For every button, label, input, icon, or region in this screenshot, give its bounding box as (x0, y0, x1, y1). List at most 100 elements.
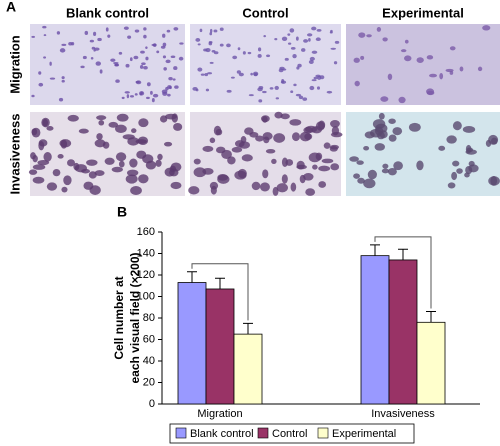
cell (130, 186, 142, 195)
cell (281, 157, 288, 168)
cell (265, 148, 276, 154)
cell (127, 35, 132, 39)
cell (210, 185, 217, 195)
cell (416, 57, 424, 63)
y-axis-label: Cell number at (112, 276, 126, 359)
cell (30, 152, 36, 160)
cell (290, 47, 296, 50)
cell (108, 121, 119, 128)
cell (104, 157, 115, 165)
y-tick-label: 120 (137, 269, 155, 281)
cell (408, 122, 421, 132)
cell (298, 95, 304, 100)
cell (49, 77, 56, 80)
cell (301, 48, 306, 52)
cell (257, 54, 262, 58)
cell (209, 61, 214, 64)
cell (232, 55, 238, 60)
cell (273, 133, 286, 143)
y-tick-label: 60 (143, 333, 155, 345)
cell (303, 39, 309, 43)
cell (89, 39, 95, 43)
cell (309, 85, 315, 91)
cell (296, 164, 307, 170)
cell (125, 174, 138, 184)
cell (311, 26, 317, 31)
significance-bracket (374, 236, 432, 309)
cell (356, 160, 364, 165)
error-bar (370, 244, 380, 256)
cell (38, 71, 42, 75)
cell (115, 79, 120, 83)
cell (178, 56, 184, 61)
cell (299, 131, 312, 142)
cell (78, 128, 89, 134)
bar (360, 255, 390, 405)
cell (38, 140, 45, 151)
cell (452, 121, 462, 131)
cell (468, 160, 475, 167)
significance-bracket (191, 263, 249, 321)
cell (129, 57, 133, 62)
cell (375, 123, 388, 134)
cell (449, 46, 456, 51)
cell (439, 72, 444, 80)
micrograph (30, 24, 185, 105)
cell (295, 36, 299, 41)
cell (315, 121, 325, 131)
cell (28, 169, 38, 175)
cell (115, 152, 127, 162)
cell (426, 88, 435, 95)
cell (156, 50, 160, 54)
cell (282, 68, 287, 71)
cell (465, 144, 472, 154)
cell (151, 97, 155, 103)
y-axis-label: each visual field (×200) (128, 252, 142, 383)
cell (46, 125, 54, 131)
cell (302, 97, 308, 101)
cell (330, 120, 340, 128)
cell (388, 134, 397, 142)
cell (163, 67, 167, 71)
cell (200, 73, 205, 76)
cell (110, 58, 116, 62)
cell (59, 139, 72, 148)
cell (159, 115, 168, 123)
cell (248, 94, 254, 97)
cell (318, 165, 331, 172)
legend-label: Experimental (332, 428, 396, 440)
cell (97, 37, 102, 42)
cell (166, 29, 171, 33)
cell (118, 51, 123, 55)
panel-label: A (6, 0, 16, 15)
cell (173, 66, 178, 71)
cell (32, 164, 46, 170)
cell (157, 153, 163, 161)
cell (56, 31, 61, 35)
cell (160, 45, 166, 49)
cell (446, 135, 457, 144)
cell (91, 46, 96, 50)
error-bar (215, 277, 225, 289)
cell (308, 60, 314, 65)
cell (80, 65, 85, 69)
cell (164, 141, 173, 147)
y-tick-label: 140 (137, 247, 155, 259)
cell (292, 132, 300, 142)
cell (135, 80, 140, 84)
cell (192, 86, 198, 91)
cell (67, 114, 79, 122)
micrograph (346, 24, 500, 105)
cell (227, 156, 236, 165)
cell (171, 113, 178, 123)
cell (59, 48, 66, 53)
cell (226, 89, 232, 93)
cell (426, 55, 434, 60)
cell (164, 167, 175, 177)
legend-swatch (317, 427, 329, 439)
cell (143, 27, 147, 31)
y-tick-label: 20 (143, 376, 155, 388)
cell (262, 115, 268, 123)
cell (129, 158, 138, 168)
